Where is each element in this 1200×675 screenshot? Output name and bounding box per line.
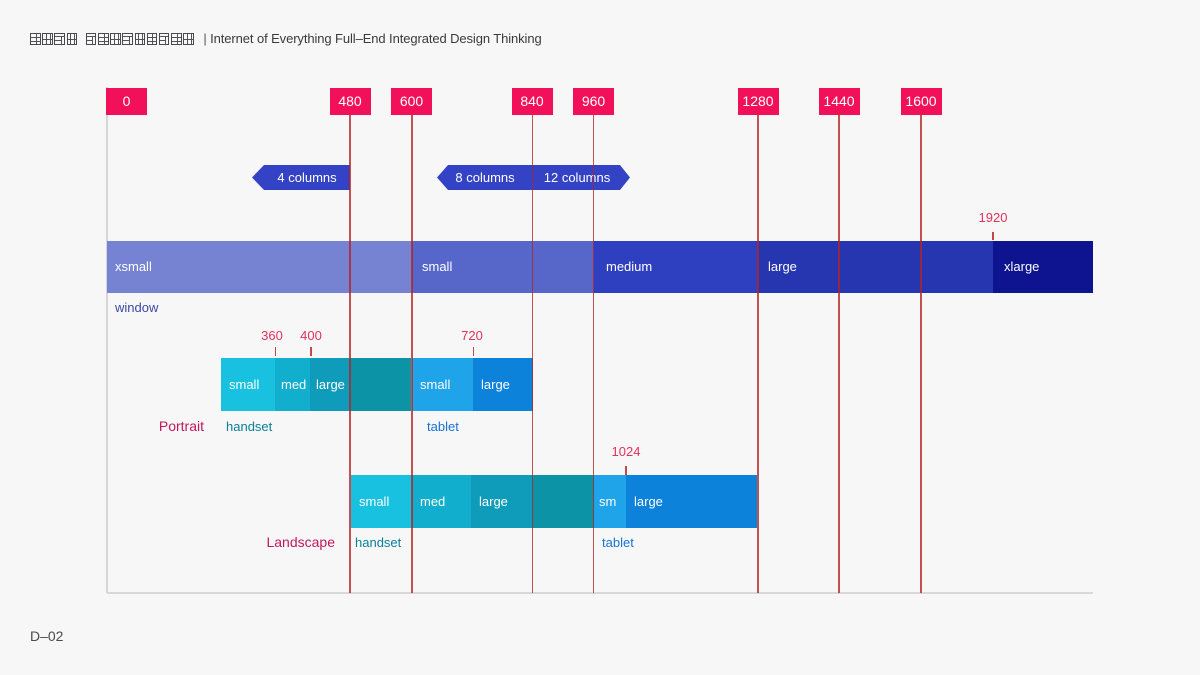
svg-text:4 columns: 4 columns xyxy=(277,170,337,185)
svg-text:12 columns: 12 columns xyxy=(544,170,611,185)
svg-text:8 columns: 8 columns xyxy=(455,170,515,185)
